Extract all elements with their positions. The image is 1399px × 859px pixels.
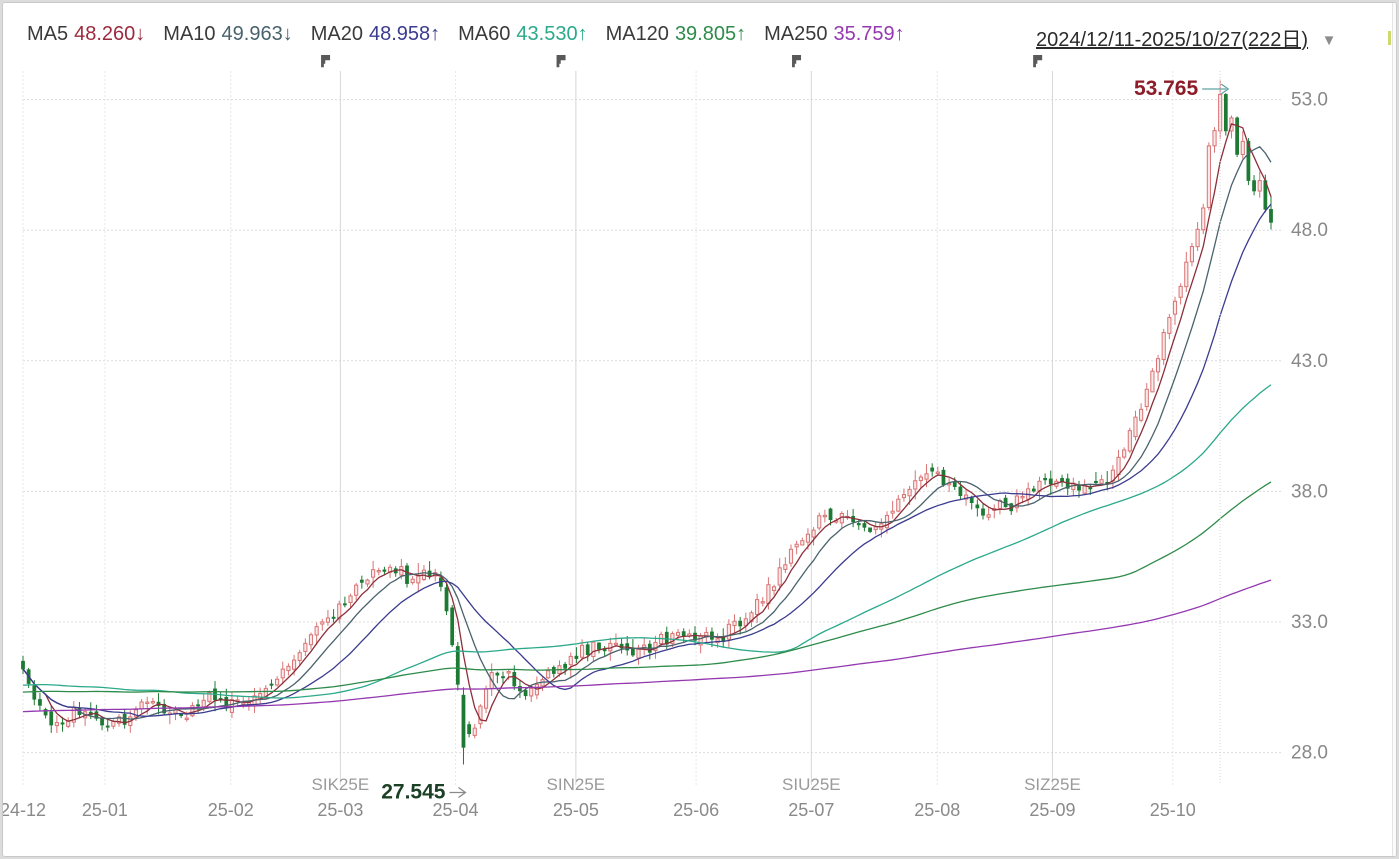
svg-text:53.0: 53.0 bbox=[1291, 90, 1328, 111]
svg-text:SIU25E: SIU25E bbox=[782, 775, 841, 794]
svg-text:25-03: 25-03 bbox=[317, 800, 363, 820]
svg-text:24-12: 24-12 bbox=[3, 800, 46, 820]
svg-text:25-05: 25-05 bbox=[553, 800, 599, 820]
svg-text:25-10: 25-10 bbox=[1150, 800, 1196, 820]
svg-text:25-09: 25-09 bbox=[1029, 800, 1075, 820]
svg-text:SIZ25E: SIZ25E bbox=[1024, 775, 1081, 794]
svg-text:38.0: 38.0 bbox=[1291, 481, 1328, 502]
svg-text:25-08: 25-08 bbox=[914, 800, 960, 820]
svg-text:SIK25E: SIK25E bbox=[312, 775, 370, 794]
svg-text:SIN25E: SIN25E bbox=[547, 775, 606, 794]
svg-text:43.0: 43.0 bbox=[1291, 351, 1328, 372]
svg-text:25-02: 25-02 bbox=[208, 800, 254, 820]
svg-text:27.545: 27.545 bbox=[381, 780, 446, 803]
svg-text:33.0: 33.0 bbox=[1291, 612, 1328, 633]
svg-text:25-07: 25-07 bbox=[788, 800, 834, 820]
svg-text:25-01: 25-01 bbox=[82, 800, 128, 820]
svg-text:28.0: 28.0 bbox=[1291, 743, 1328, 764]
svg-text:48.0: 48.0 bbox=[1291, 220, 1328, 241]
svg-text:25-06: 25-06 bbox=[673, 800, 719, 820]
svg-text:53.765: 53.765 bbox=[1134, 77, 1199, 100]
